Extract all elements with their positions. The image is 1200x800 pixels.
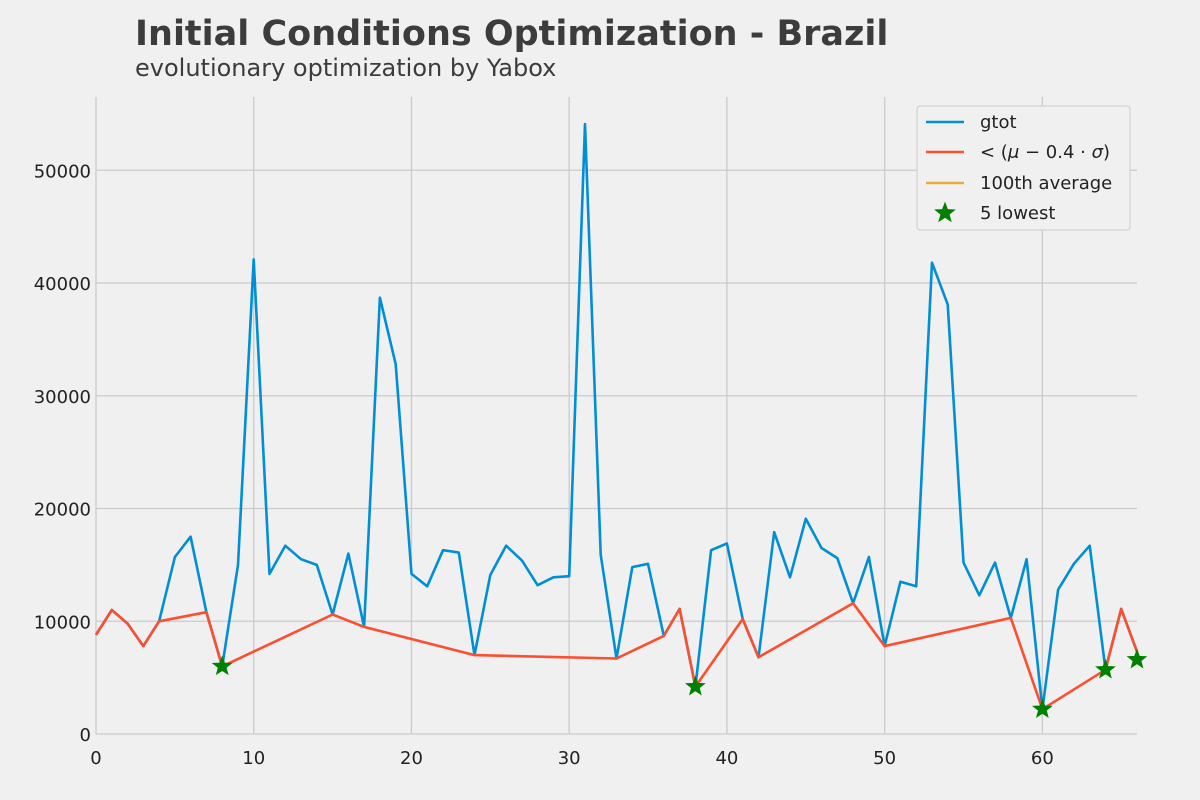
x-tick-label: 60 — [1031, 748, 1054, 769]
lowest-point-star — [684, 675, 706, 696]
lowest-point-star — [1126, 648, 1148, 669]
y-tick-label: 40000 — [34, 274, 91, 295]
lowest-point-star — [1095, 658, 1116, 679]
lowest-point-star — [1031, 698, 1053, 719]
legend-label-gtot: gtot — [980, 112, 1017, 133]
y-tick-label: 50000 — [34, 161, 91, 182]
legend: gtot < (μ − 0.4 · σ) 100th average 5 low… — [916, 105, 1131, 231]
lowest-markers — [211, 648, 1148, 719]
tick-labels: 0 10 20 30 40 50 60 0 10000 20000 30000 40000 50000 — [34, 161, 1054, 769]
x-tick-label: 20 — [400, 748, 423, 769]
x-tick-label: 40 — [715, 748, 738, 769]
y-tick-label: 30000 — [34, 387, 91, 408]
x-tick-label: 10 — [242, 748, 265, 769]
chart-subtitle: evolutionary optimization by Yabox — [135, 54, 557, 82]
y-tick-label: 0 — [80, 725, 91, 746]
x-tick-label: 50 — [873, 748, 896, 769]
chart-title: Initial Conditions Optimization - Brazil — [135, 14, 889, 54]
lowest-point-star — [211, 655, 233, 676]
y-tick-label: 10000 — [34, 612, 91, 633]
series-layer — [94, 122, 1139, 711]
series-line-1 — [94, 601, 1139, 711]
legend-label-average: 100th average — [980, 173, 1112, 194]
y-tick-label: 20000 — [34, 500, 91, 521]
legend-box — [916, 105, 1131, 231]
legend-label-threshold: < (μ − 0.4 · σ) — [980, 142, 1110, 163]
legend-label-lowest: 5 lowest — [980, 203, 1055, 224]
x-tick-label: 0 — [90, 748, 101, 769]
grid-lines — [95, 97, 1137, 735]
x-tick-label: 30 — [558, 748, 581, 769]
legend-swatch-lowest-star-icon — [934, 201, 956, 223]
